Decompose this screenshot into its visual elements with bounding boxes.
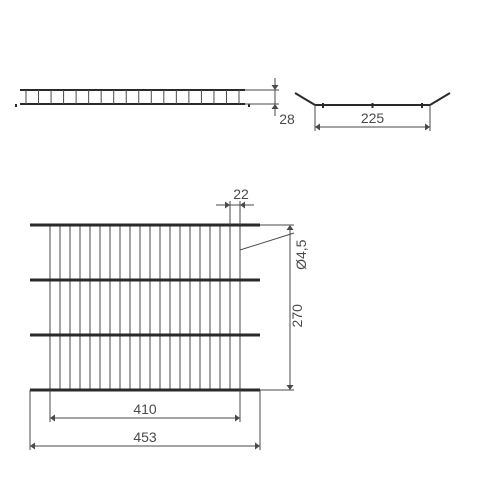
dim-label: 453 (133, 429, 157, 445)
dim-label: 270 (289, 304, 305, 328)
front-view (30, 225, 260, 390)
dim-label: 410 (133, 401, 157, 417)
side-view (16, 90, 249, 107)
end-view (295, 93, 450, 108)
dim-label: Ø4,5 (293, 239, 309, 270)
dim-label: 28 (279, 111, 295, 127)
dim-label: 22 (233, 186, 249, 202)
dim-label: 225 (361, 110, 385, 126)
